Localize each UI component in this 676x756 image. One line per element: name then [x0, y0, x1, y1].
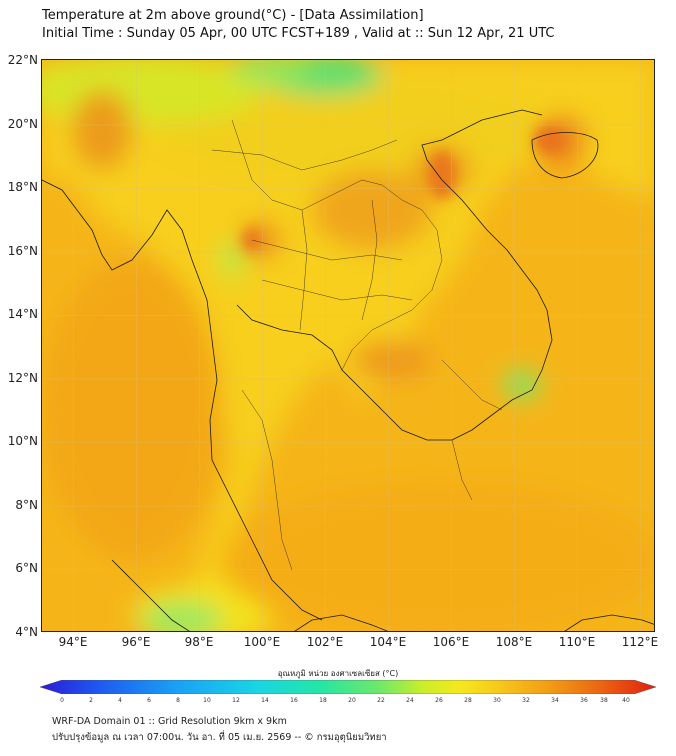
footer-credit: ปรับปรุงข้อมูล ณ เวลา 07:00น. วัน อา. ที… — [52, 732, 387, 743]
colorbar-tick: 18 — [319, 697, 327, 704]
colorbar-tick: 36 — [580, 697, 588, 704]
chart-subtitle: Initial Time : Sunday 05 Apr, 00 UTC FCS… — [42, 26, 555, 41]
colorbar-tick: 32 — [522, 697, 530, 704]
lon-label: 98°E — [184, 635, 214, 649]
colorbar-tick: 8 — [176, 697, 180, 704]
colorbar-tick: 30 — [493, 697, 501, 704]
lat-label: 16°N — [7, 244, 38, 258]
temperature-field — [42, 60, 654, 631]
lon-label: 110°E — [558, 635, 596, 649]
temperature-map[interactable] — [41, 59, 655, 632]
lon-label: 108°E — [495, 635, 533, 649]
lon-label: 102°E — [306, 635, 344, 649]
lat-label: 10°N — [7, 434, 38, 448]
colorbar-tick: 28 — [464, 697, 472, 704]
map-canvas — [42, 60, 654, 631]
colorbar-tick: 22 — [377, 697, 385, 704]
colorbar-tick: 6 — [147, 697, 151, 704]
footer-model-info: WRF-DA Domain 01 :: Grid Resolution 9km … — [52, 716, 287, 727]
colorbar-tick: 4 — [118, 697, 122, 704]
colorbar-tick: 20 — [348, 697, 356, 704]
lon-label: 100°E — [243, 635, 281, 649]
colorbar-tick: 12 — [232, 697, 240, 704]
colorbar-tick: 0 — [60, 697, 64, 704]
colorbar-tick: 14 — [261, 697, 269, 704]
colorbar-tick: 10 — [203, 697, 211, 704]
lon-label: 104°E — [369, 635, 407, 649]
admin-borders — [211, 119, 503, 571]
colorbar-gradient — [40, 680, 656, 694]
lon-label: 112°E — [621, 635, 659, 649]
colorbar-tick: 16 — [290, 697, 298, 704]
lat-label: 18°N — [7, 180, 38, 194]
hot-spots — [242, 126, 566, 252]
lat-label: 20°N — [7, 117, 38, 131]
lat-label: 8°N — [15, 498, 38, 512]
lat-label: 12°N — [7, 371, 38, 385]
colorbar-tick: 2 — [89, 697, 93, 704]
lat-label: 4°N — [15, 625, 38, 639]
lon-label: 106°E — [432, 635, 470, 649]
colorbar-tick: 24 — [406, 697, 414, 704]
lat-label: 14°N — [7, 307, 38, 321]
lon-label: 96°E — [121, 635, 151, 649]
lat-label: 6°N — [15, 561, 38, 575]
colorbar-tick: 34 — [551, 697, 559, 704]
graticule — [42, 60, 654, 631]
colorbar — [40, 680, 656, 694]
lat-label: 22°N — [7, 53, 38, 67]
lon-label: 94°E — [58, 635, 88, 649]
colorbar-tick: 40 — [622, 697, 630, 704]
chart-title: Temperature at 2m above ground(°C) - [Da… — [42, 8, 424, 23]
colorbar-tick: 38 — [600, 697, 608, 704]
colorbar-title: อุณหภูมิ หน่วย องศาเซลเซียส (°C) — [277, 669, 399, 678]
colorbar-tick: 26 — [435, 697, 443, 704]
